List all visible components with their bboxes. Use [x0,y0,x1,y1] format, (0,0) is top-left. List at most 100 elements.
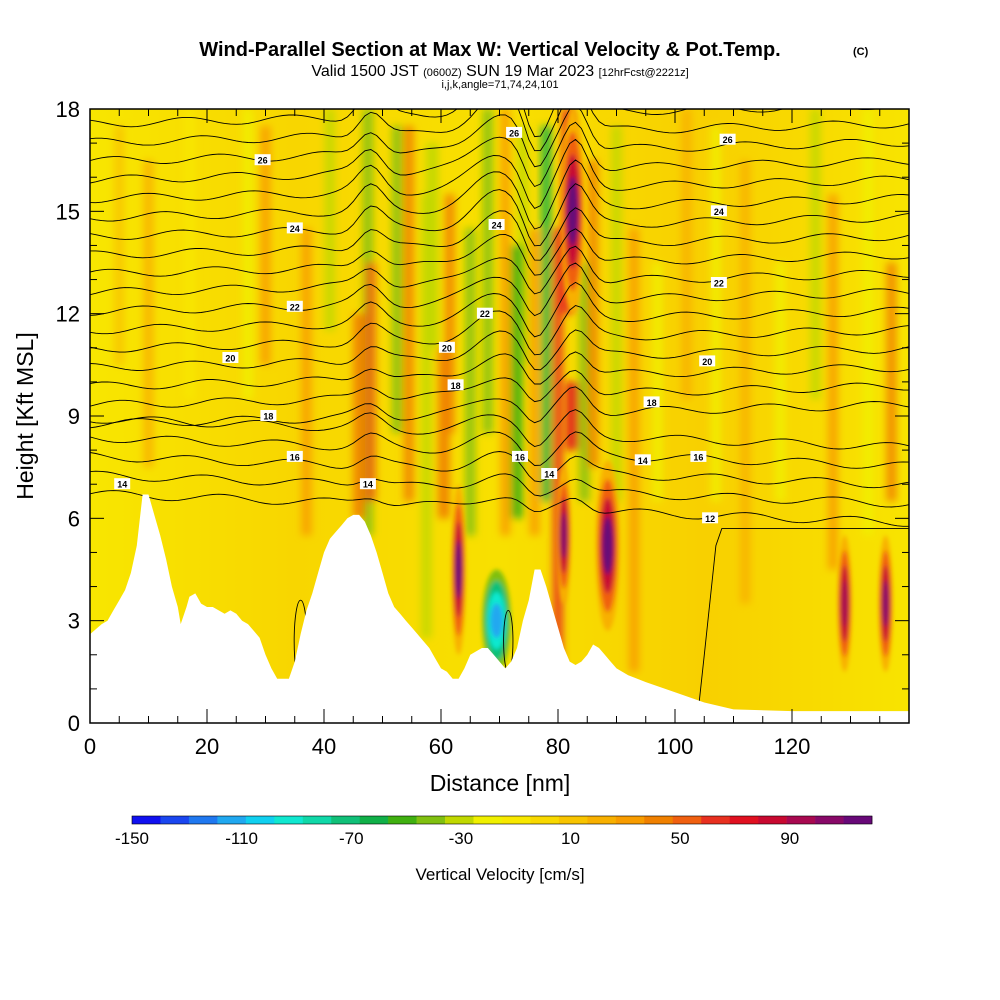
theta-label-box [702,512,719,524]
velocity-streak [827,194,838,570]
x-tick-label: 0 [84,734,96,759]
colorbar-swatch [388,816,417,824]
subtitle-forecast: [12hrFcst@2221z] [599,67,689,79]
y-tick-label: 0 [68,711,80,736]
theta-label-text: 22 [290,302,300,312]
colorbar-swatch [473,816,503,824]
velocity-streak [863,109,874,536]
colorbar-labels: -150 -110 -70 -30 10 50 90 [115,829,799,848]
theta-label: 12 [702,512,719,524]
colorbar-swatch [274,816,304,824]
theta-label-box [476,307,493,319]
theta-label-box [541,468,558,479]
chart-subtitle: Valid 1500 JST (0600Z) SUN 19 Mar 2023 [… [311,63,688,80]
theta-label-text: 24 [492,221,502,231]
theta-label: 18 [260,410,277,422]
colorbar-frame [131,815,873,825]
velocity-streaks [114,109,897,672]
velocity-streak [324,109,335,331]
colorbar-swatch [331,816,360,824]
velocity-streak [437,347,450,519]
colorbar-title: Vertical Velocity [cm/s] [415,865,584,884]
y-tick-label: 6 [68,506,80,531]
colorbar-swatch [729,816,759,824]
colorbar-label: -110 [225,829,258,848]
chart-title: Wind-Parallel Section at Max W: Vertical… [199,39,780,61]
y-tick-label: 9 [68,404,80,429]
colorbar-swatch [132,816,161,824]
velocity-streak [392,126,403,434]
theta-label-box [634,454,651,466]
theta-label: 20 [222,352,239,364]
velocity-core [560,512,568,559]
velocity-streak [517,126,528,365]
theta-label-text: 20 [442,343,452,353]
theta-contour [90,262,909,317]
theta-contour [90,228,909,277]
velocity-streak [500,109,511,536]
theta-label: 24 [488,219,505,231]
theta-label: 22 [286,300,303,312]
theta-label-box [710,205,727,217]
colorbar-swatch [786,816,816,824]
y-axis-title: Height [Kft MSL] [12,332,38,499]
subtitle-date: SUN 19 Mar 2023 [466,63,594,80]
theta-label: 26 [719,133,736,145]
colorbar-swatch [615,816,645,824]
theta-label: 22 [710,277,727,289]
velocity-streak [775,262,786,502]
terrain-mask [90,494,909,723]
velocity-streak [810,109,821,399]
x-tick-label: 20 [195,734,219,759]
x-axis-title: Distance [nm] [430,770,571,796]
theta-label-text: 18 [451,381,461,391]
theta-contour [90,207,909,261]
theta-label: 16 [512,450,528,462]
theta-label-box [359,478,376,490]
theta-label-text: 16 [290,452,300,462]
theta-label-box [719,133,736,145]
chart-subtitle-2: i,j,k,angle=71,74,24,101 [441,79,558,91]
theta-contour [90,304,909,356]
theta-label-box [254,154,271,166]
theta-label-text: 24 [714,207,724,217]
theta-label-box [506,126,523,138]
theta-label-text: 18 [263,412,273,422]
theta-label-text: 26 [509,128,519,138]
velocity-streak [652,262,663,502]
colorbar-label: -30 [449,829,474,848]
colorbar-label: -150 [115,829,149,848]
colorbar-swatch [558,816,588,824]
theta-label-text: 26 [723,135,733,145]
theta-contour [90,121,909,188]
theta-label-text: 20 [225,354,235,364]
colorbar-swatch [416,816,446,824]
theta-label-box [512,450,528,462]
theta-label: 26 [506,126,523,138]
velocity-streak [143,160,154,468]
theta-label: 14 [634,454,651,466]
theta-contour [90,183,909,247]
velocity-streak [403,126,414,502]
velocity-streak [184,109,195,399]
theta-label-box [286,222,303,234]
theta-label: 26 [254,154,271,166]
copyright-mark: (C) [853,46,869,58]
theta-contour [90,281,909,338]
theta-label-text: 14 [363,480,373,490]
axis-ticks [89,108,910,724]
theta-label: 18 [447,379,464,391]
velocity-streak [260,126,271,365]
velocity-streak [611,126,622,502]
colorbar-swatch [843,816,873,824]
theta-label-box [438,341,455,353]
colorbar-swatch [502,816,531,824]
velocity-core [490,603,503,639]
theta-label-box [710,277,727,288]
velocity-streak [710,126,721,502]
velocity-streak [588,160,599,468]
colorbar [131,815,873,825]
theta-label: 24 [710,205,727,217]
x-tick-label: 60 [429,734,453,759]
